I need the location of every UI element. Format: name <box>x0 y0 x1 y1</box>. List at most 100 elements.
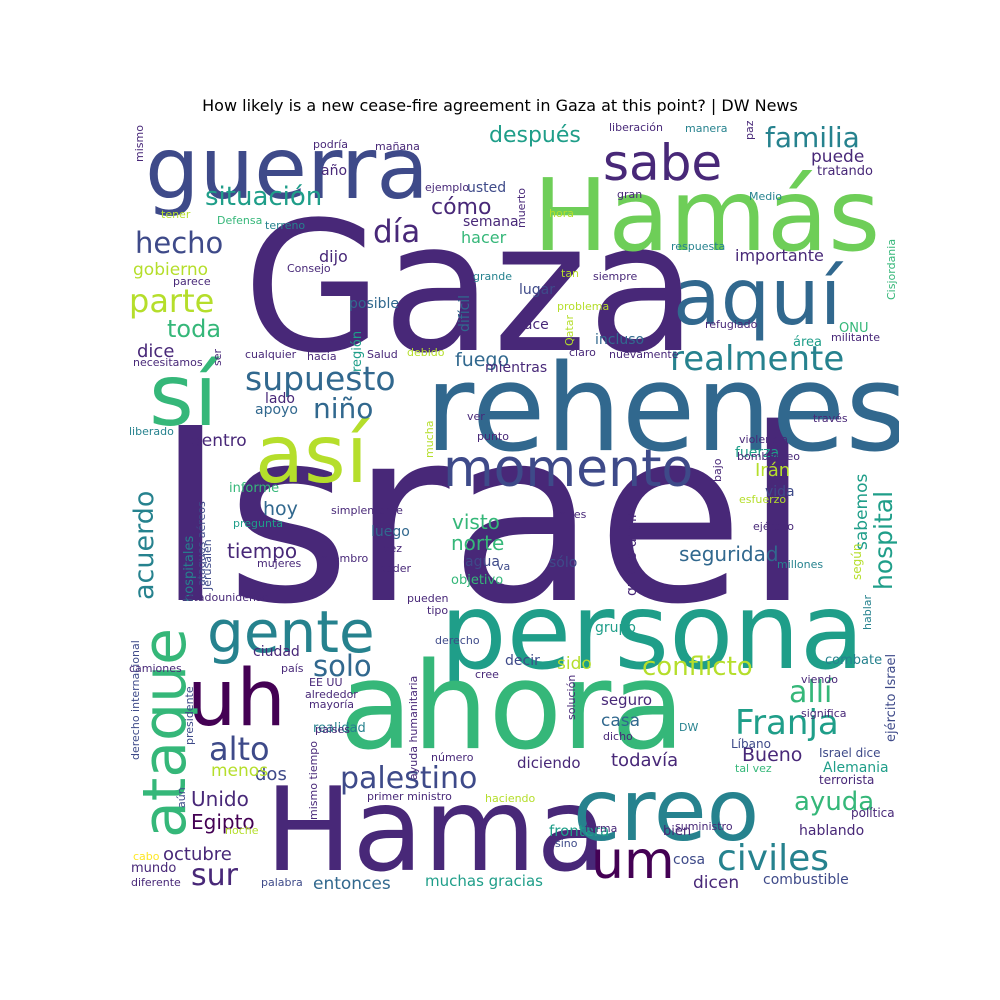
cloud-word: parece <box>173 275 211 288</box>
cloud-word: guerra <box>145 120 429 219</box>
cloud-word: ejército <box>753 520 794 533</box>
cloud-word: países <box>315 723 350 736</box>
cloud-word: primer ministro <box>367 790 452 803</box>
cloud-word: importante <box>735 246 824 265</box>
cloud-word: pueden <box>407 592 448 605</box>
cloud-word: combustible <box>763 872 849 888</box>
cloud-word: allí <box>789 675 834 710</box>
cloud-word: número <box>431 751 474 764</box>
cloud-word: sino <box>555 837 578 850</box>
cloud-word: alto <box>209 730 270 768</box>
cloud-word: esfuerzo <box>739 493 786 506</box>
cloud-word: sur <box>191 858 239 890</box>
cloud-word: millones <box>777 558 823 571</box>
cloud-word: suministro <box>675 820 733 833</box>
cloud-word: mismo tiempo <box>307 741 320 820</box>
cloud-word: hecho <box>135 226 223 260</box>
cloud-word: realidad <box>313 721 366 736</box>
cloud-word: Irán <box>755 460 790 481</box>
cloud-word: grupo <box>595 620 636 636</box>
cloud-word: política <box>851 806 895 820</box>
cloud-word: según <box>850 544 864 580</box>
cloud-word: Medio <box>749 190 782 203</box>
cloud-word: noche <box>225 824 259 837</box>
cloud-word: Jerusalén <box>201 539 214 591</box>
cloud-word: pregunta <box>233 517 283 530</box>
cloud-word: hacia <box>307 350 337 363</box>
cloud-word: Consejo <box>287 262 331 275</box>
cloud-word: diferente <box>131 876 181 889</box>
cloud-word: mucha <box>423 421 436 458</box>
cloud-word: gran <box>617 188 642 201</box>
cloud-word: DW <box>679 721 698 734</box>
cloud-word: derecho internacional <box>129 640 142 760</box>
cloud-word: dicho <box>603 730 633 743</box>
cloud-word: viendo <box>801 673 838 686</box>
cloud-word: mañana <box>375 140 420 153</box>
cloud-word: Qatar <box>563 315 576 346</box>
cloud-word: solo <box>313 649 372 683</box>
cloud-word: todavía <box>611 750 678 771</box>
cloud-word: posible <box>349 296 399 312</box>
cloud-word: siempre <box>593 270 638 283</box>
cloud-word: persona <box>440 571 864 693</box>
cloud-word: liberado <box>129 425 174 438</box>
cloud-word: mayoría <box>309 698 354 711</box>
cloud-word: tratando <box>817 164 873 179</box>
cloud-word: ataque <box>130 628 200 838</box>
cloud-word: ejército Israel <box>884 654 899 742</box>
cloud-word: día <box>373 214 420 250</box>
cloud-word: situación <box>205 182 322 212</box>
cloud-word: país <box>281 662 304 675</box>
cloud-word: ejemplo <box>425 181 469 194</box>
cloud-word: área <box>793 335 822 350</box>
cloud-word: muchas gracias <box>425 872 543 890</box>
cloud-word: combate <box>825 653 882 668</box>
cloud-word: aún <box>175 787 188 808</box>
cloud-word: casa <box>601 711 640 731</box>
cloud-word: Hamás <box>533 157 880 274</box>
cloud-word: hablar <box>861 595 874 630</box>
cloud-word: aquí <box>673 253 844 343</box>
cloud-word: vida <box>765 484 795 500</box>
cloud-word: Defensa <box>217 214 262 227</box>
cloud-word: niño <box>313 392 373 425</box>
cloud-word: hora <box>549 207 574 220</box>
cloud-word: problema <box>557 300 609 313</box>
cloud-word: luego <box>371 524 410 540</box>
cloud-word: bombardeo <box>737 450 800 463</box>
cloud-word: dijo <box>319 247 348 266</box>
cloud-word: paz <box>743 120 756 140</box>
cloud-word: palestino <box>340 761 477 796</box>
cloud-word: así <box>255 408 371 501</box>
cloud-word: diciendo <box>517 754 581 772</box>
cloud-word: Líbano <box>731 737 771 751</box>
cloud-word: región <box>350 331 365 372</box>
cloud-word: ataques aéreos <box>195 501 208 586</box>
cloud-word: sido <box>557 654 592 674</box>
cloud-word: podría <box>313 138 348 151</box>
cloud-word: derecho <box>435 634 480 647</box>
cloud-word: ayuda humanitaria <box>407 676 420 780</box>
cloud-word: gobierno <box>133 260 208 280</box>
cloud-word: mismo <box>133 125 146 162</box>
cloud-word: punto <box>477 430 509 443</box>
cloud-word: vez <box>383 542 402 555</box>
cloud-word: tal vez <box>735 762 772 775</box>
cloud-word: dicen <box>693 873 739 890</box>
cloud-word: grande <box>473 270 512 283</box>
cloud-word: puede <box>811 147 864 167</box>
cloud-word: alrededor <box>305 688 358 701</box>
cloud-word: tipo <box>427 604 448 617</box>
cloud-word: Salud <box>367 348 398 361</box>
cloud-word: tener <box>161 208 191 221</box>
cloud-word: realmente <box>670 339 844 379</box>
cloud-word: significa <box>801 707 847 720</box>
cloud-word: dice <box>137 341 174 362</box>
cloud-word: violencia <box>739 433 788 446</box>
cloud-word: supuesto <box>245 359 396 398</box>
cloud-word: mujeres <box>257 557 302 570</box>
cloud-word: forma <box>585 822 617 835</box>
cloud-word: decir <box>505 653 540 669</box>
